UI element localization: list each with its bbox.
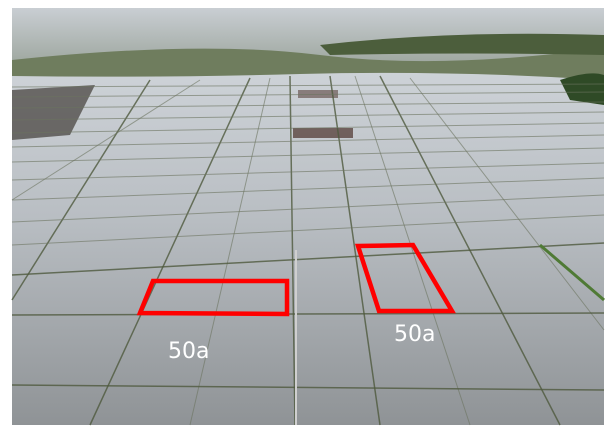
plot-outline (136, 278, 290, 317)
area-label: 50a (394, 322, 435, 347)
field-lines (11, 75, 605, 426)
photo (11, 8, 605, 426)
area-label: 50a (168, 339, 209, 364)
plot-outline (354, 242, 456, 314)
